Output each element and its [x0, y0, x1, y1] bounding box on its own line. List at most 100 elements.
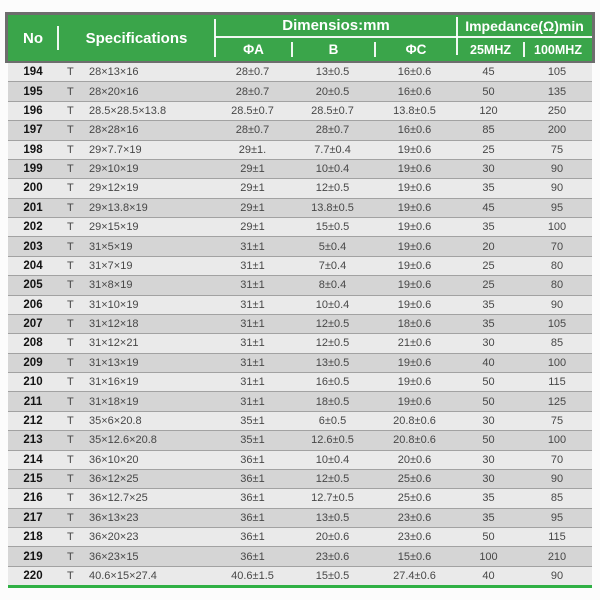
cell-impedance-25mhz: 25	[482, 143, 495, 156]
cell-impedance-100mhz: 90	[550, 473, 564, 486]
cell-no: 207	[23, 318, 43, 331]
cell-impedance-100mhz: 90	[550, 182, 564, 195]
cell-impedance-25mhz: 30	[482, 337, 495, 350]
cell-b: 15±0.5	[315, 221, 350, 234]
cell-no: 197	[23, 124, 43, 137]
cell-no: 213	[23, 434, 43, 447]
cell-impedance-100mhz: 70	[550, 453, 564, 466]
spec-dimensions-text: 36×13×23	[89, 511, 139, 524]
spec-type-prefix: T	[67, 337, 74, 350]
cell-phi-c: 25±0.6	[397, 473, 432, 486]
cell-impedance-25mhz: 30	[482, 163, 495, 176]
cell-impedance-25mhz: 50	[482, 531, 495, 544]
cell-phi-a: 31±1	[240, 337, 265, 350]
cell-impedance-25mhz: 85	[482, 124, 495, 137]
cell-b: 28±0.7	[315, 124, 350, 137]
table-row: 212 T 35×6×20.8 35±1 6±0.5 20.8±0.6 30 7…	[8, 410, 592, 431]
cell-impedance-25mhz: 120	[479, 104, 498, 117]
cell-impedance-25mhz: 35	[482, 182, 495, 195]
table-row: 210 T 31×16×19 31±1 16±0.5 19±0.6 50 115	[8, 372, 592, 392]
cell-b: 13±0.5	[315, 66, 350, 79]
spec-dimensions-text: 28×20×16	[89, 85, 139, 98]
cell-impedance-100mhz: 115	[548, 376, 566, 389]
table-row: 214 T 36×10×20 36±1 10±0.4 20±0.6 30 70	[8, 449, 592, 469]
cell-phi-a: 28±0.7	[235, 85, 270, 98]
spec-type-prefix: T	[67, 279, 74, 292]
cell-b: 12±0.5	[315, 182, 350, 195]
cell-impedance-25mhz: 30	[482, 453, 495, 466]
cell-b: 12.7±0.5	[311, 492, 354, 505]
spec-type-prefix: T	[67, 143, 74, 156]
table-row: 211 T 31×18×19 31±1 18±0.5 19±0.6 50 125	[8, 391, 592, 411]
spec-type-prefix: T	[67, 356, 74, 369]
cell-impedance-100mhz: 75	[550, 414, 564, 427]
table-row: 200 T 29×12×19 29±1 12±0.5 19±0.6 35 90	[8, 178, 592, 198]
spec-type-prefix: T	[67, 434, 74, 447]
cell-no: 216	[23, 492, 43, 505]
cell-phi-c: 23±0.6	[397, 531, 432, 544]
table-row: 196 T 28.5×28.5×13.8 28.5±0.7 28.5±0.7 1…	[8, 100, 592, 121]
cell-no: 209	[23, 356, 43, 369]
cell-no: 195	[23, 85, 43, 98]
table-header: No Specifications Dimensios:mm Impedance…	[5, 12, 595, 63]
cell-specification: T 31×7×19	[58, 257, 214, 275]
spec-dimensions-text: 31×18×19	[89, 395, 139, 408]
cell-specification: T 36×20×23	[58, 528, 214, 546]
cell-phi-c: 19±0.6	[397, 376, 432, 389]
cell-b: 20±0.6	[315, 531, 350, 544]
cell-b: 13±0.5	[315, 511, 350, 524]
table-row: 216 T 36×12.7×25 36±1 12.7±0.5 25±0.6 35…	[8, 488, 592, 508]
spec-type-prefix: T	[67, 240, 74, 253]
cell-no: 201	[23, 201, 43, 214]
cell-phi-c: 19±0.6	[397, 240, 432, 253]
cell-phi-a: 29±1	[240, 163, 265, 176]
cell-b: 12±0.5	[315, 318, 350, 331]
cell-specification: T 29×10×19	[58, 160, 214, 178]
cell-impedance-25mhz: 35	[482, 511, 495, 524]
cell-phi-c: 23±0.6	[397, 511, 432, 524]
cell-impedance-100mhz: 70	[550, 240, 564, 253]
cell-impedance-25mhz: 30	[482, 473, 495, 486]
cell-impedance-25mhz: 45	[482, 201, 495, 214]
spec-type-prefix: T	[67, 221, 74, 234]
cell-specification: T 29×12×19	[58, 179, 214, 197]
cell-b: 10±0.4	[315, 453, 350, 466]
cell-b: 15±0.5	[315, 569, 350, 582]
cell-b: 7.7±0.4	[314, 143, 351, 156]
cell-b: 23±0.6	[315, 550, 350, 563]
cell-impedance-100mhz: 90	[550, 298, 564, 311]
cell-impedance-100mhz: 75	[550, 143, 564, 156]
cell-phi-a: 29±1	[240, 221, 265, 234]
cell-b: 28.5±0.7	[311, 104, 354, 117]
spec-type-prefix: T	[67, 550, 74, 563]
cell-specification: T 28.5×28.5×13.8	[58, 102, 214, 120]
spec-table: No Specifications Dimensios:mm Impedance…	[5, 12, 595, 588]
cell-b: 16±0.5	[315, 376, 350, 389]
cell-impedance-25mhz: 50	[482, 434, 495, 447]
cell-phi-c: 13.8±0.5	[393, 104, 436, 117]
spec-type-prefix: T	[67, 182, 74, 195]
cell-specification: T 31×8×19	[58, 276, 214, 294]
cell-phi-a: 31±1	[240, 356, 265, 369]
cell-phi-a: 29±1.	[238, 143, 267, 156]
cell-no: 219	[23, 550, 43, 563]
cell-impedance-25mhz: 35	[482, 492, 495, 505]
spec-type-prefix: T	[67, 104, 74, 117]
cell-b: 6±0.5	[318, 414, 347, 427]
cell-no: 212	[23, 414, 43, 427]
spec-dimensions-text: 31×7×19	[89, 259, 133, 272]
spec-dimensions-text: 29×12×19	[89, 182, 139, 195]
cell-no: 205	[23, 279, 43, 292]
cell-phi-c: 21±0.6	[397, 337, 432, 350]
cell-phi-c: 19±0.6	[397, 356, 432, 369]
spec-dimensions-text: 31×5×19	[89, 240, 133, 253]
cell-impedance-100mhz: 80	[550, 259, 564, 272]
spec-type-prefix: T	[67, 124, 74, 137]
cell-no: 210	[23, 376, 43, 389]
spec-type-prefix: T	[67, 414, 74, 427]
spec-type-prefix: T	[67, 569, 74, 582]
cell-phi-c: 19±0.6	[397, 143, 432, 156]
spec-dimensions-text: 36×10×20	[89, 453, 139, 466]
table-row: 215 T 36×12×25 36±1 12±0.5 25±0.6 30 90	[8, 468, 592, 489]
spec-dimensions-text: 40.6×15×27.4	[89, 569, 157, 582]
